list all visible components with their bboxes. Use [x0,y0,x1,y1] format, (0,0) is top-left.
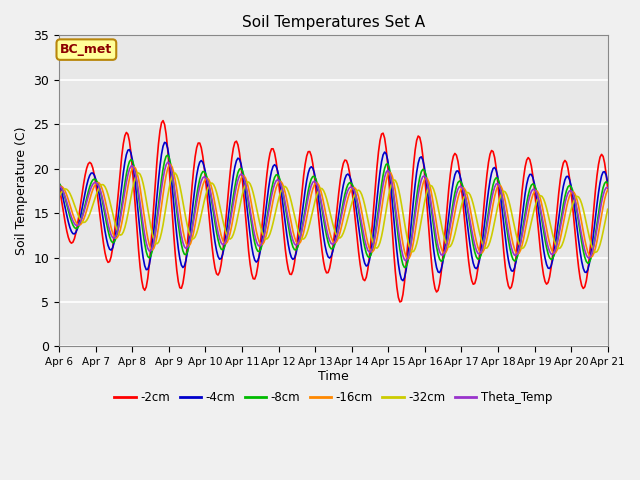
Text: BC_met: BC_met [60,43,113,56]
-4cm [577,249,584,255]
-8cm [401,264,408,270]
-16cm [167,162,175,168]
Line: -16cm: -16cm [59,165,608,259]
-32cm [135,170,143,176]
Theta_Temp [297,233,305,239]
-2cm [396,299,404,305]
-16cm [220,240,228,246]
-4cm [220,244,228,250]
Line: -32cm: -32cm [59,173,608,252]
-8cm [297,233,305,239]
-16cm [122,193,130,199]
-16cm [404,256,412,262]
-32cm [575,194,582,200]
Theta_Temp [220,241,228,247]
Line: -2cm: -2cm [59,120,608,302]
-8cm [604,180,612,186]
-8cm [239,168,246,174]
Line: -4cm: -4cm [59,143,608,281]
Theta_Temp [248,216,255,222]
-32cm [604,206,612,212]
-2cm [297,203,305,209]
-16cm [297,239,305,245]
-4cm [122,152,130,157]
-32cm [220,223,228,229]
-8cm [577,230,584,236]
-4cm [161,140,168,145]
-8cm [122,171,130,177]
-32cm [591,250,599,255]
-16cm [604,187,612,193]
-4cm [604,179,612,185]
-4cm [239,169,246,175]
-2cm [604,186,612,192]
-4cm [55,180,63,186]
-8cm [220,245,228,251]
-4cm [399,278,407,284]
-2cm [239,178,246,184]
-2cm [122,130,130,135]
-2cm [577,276,584,281]
-8cm [164,152,172,158]
X-axis label: Time: Time [318,370,349,383]
-2cm [159,118,167,123]
-4cm [297,223,305,228]
-8cm [55,180,63,186]
-2cm [220,236,228,242]
-16cm [577,212,584,217]
Theta_Temp [604,185,612,191]
-32cm [248,185,255,191]
Theta_Temp [55,183,63,189]
-8cm [248,223,255,228]
-32cm [55,194,63,200]
-32cm [297,234,305,240]
-4cm [248,243,255,249]
-16cm [55,184,63,190]
-2cm [248,271,255,276]
Y-axis label: Soil Temperature (C): Soil Temperature (C) [15,127,28,255]
Theta_Temp [122,180,130,185]
Title: Soil Temperatures Set A: Soil Temperatures Set A [242,15,425,30]
-32cm [122,218,130,224]
Theta_Temp [402,258,410,264]
-2cm [55,183,63,189]
Theta_Temp [239,172,246,178]
-16cm [239,173,246,179]
Line: -8cm: -8cm [59,155,608,267]
Theta_Temp [577,224,584,230]
Theta_Temp [164,159,172,165]
-32cm [239,191,246,197]
Legend: -2cm, -4cm, -8cm, -16cm, -32cm, Theta_Temp: -2cm, -4cm, -8cm, -16cm, -32cm, Theta_Te… [109,386,557,409]
-16cm [248,203,255,208]
Line: Theta_Temp: Theta_Temp [59,162,608,261]
